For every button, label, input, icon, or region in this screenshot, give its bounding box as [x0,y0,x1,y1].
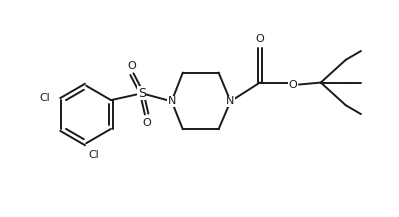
Text: O: O [256,34,264,44]
Text: O: O [288,80,297,90]
Text: Cl: Cl [40,93,50,103]
Text: O: O [128,61,136,71]
Text: N: N [168,96,176,106]
Text: N: N [226,96,235,106]
Text: S: S [138,87,146,100]
Text: Cl: Cl [88,150,99,160]
Text: O: O [142,118,151,128]
